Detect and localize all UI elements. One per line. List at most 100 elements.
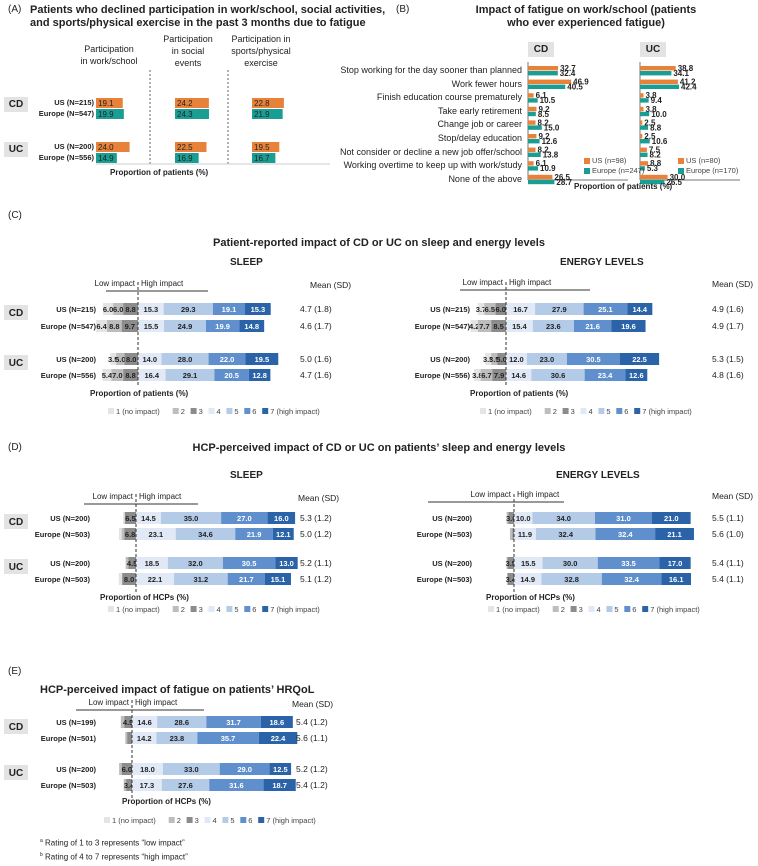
e-high-impact: High impact	[135, 698, 178, 707]
c-sleep-segment	[138, 353, 162, 365]
b-bar	[528, 71, 558, 76]
c-energy-segment-value: 16.7	[513, 305, 528, 314]
e-segment	[162, 763, 220, 775]
b-legend-cd-eu: Europe (n=247)	[578, 166, 644, 175]
b-bar	[640, 166, 645, 171]
c-energy-segment	[480, 369, 493, 381]
b-bar	[528, 152, 541, 157]
c-energy-segment	[583, 303, 628, 315]
b-legend-cd-us: US (n=98)	[578, 156, 626, 165]
c-sleep-legend-label: 2	[181, 407, 185, 416]
panel-b-title-line1: Impact of fatigue on work/school (patien…	[475, 4, 697, 16]
d-sleep-segment-value: 32.0	[188, 559, 203, 568]
c-energy-segment-value: 30.5	[586, 355, 601, 364]
d-sleep-segment-value: 21.9	[247, 530, 262, 539]
e-mean-sd: 5.2 (1.2)	[296, 764, 328, 774]
b-category-label: Not consider or decline a new job offer/…	[340, 146, 522, 157]
e-segment-value: 31.6	[229, 781, 244, 790]
c-energy-segment-value: 30.6	[551, 371, 566, 380]
panel-d-label: (D)	[8, 442, 22, 453]
b-bar-value: 6.1	[536, 91, 548, 100]
c-energy-segment-value: 23.6	[546, 322, 561, 331]
e-segment	[132, 716, 158, 728]
d-energy-segment	[542, 557, 598, 569]
d-sleep-legend-label: 3	[199, 605, 203, 614]
e-row-label: Europe (N=501)	[41, 734, 97, 743]
e-segment	[206, 716, 261, 728]
d-sleep-legend-swatch	[208, 606, 215, 612]
b-bar-value: 3.8	[645, 91, 657, 100]
c-sleep-segment-value: 5.4	[102, 371, 113, 380]
c-sleep-segment-value: 29.1	[183, 371, 198, 380]
c-sleep-segment-value: 22.0	[220, 355, 235, 364]
c-sleep-segment	[116, 353, 125, 365]
b-bar-value: 9.2	[538, 132, 550, 141]
d-sleep-row-label: Europe (N=503)	[35, 575, 91, 584]
c-sleep-segment-value: 6.0	[103, 305, 113, 314]
b-category-label: Change job or career	[437, 119, 522, 130]
e-segment-value: 33.0	[184, 765, 199, 774]
c-sleep-segment-value: 19.1	[222, 305, 237, 314]
c-energy-legend-swatch	[480, 408, 486, 414]
c-sleep-segment	[111, 369, 124, 381]
d-energy-mean-sd: 5.4 (1.1)	[712, 558, 744, 568]
c-sleep-segment-value: 19.9	[215, 322, 230, 331]
c-energy-mean-sd: 4.9 (1.6)	[712, 304, 744, 314]
c-sleep-segment	[123, 303, 138, 315]
c-energy-segment	[477, 320, 492, 332]
c-sleep-legend-swatch	[172, 408, 179, 414]
c-energy-segment-value: 7.9	[494, 371, 504, 380]
a-col3-l2: sports/physical	[231, 46, 291, 56]
e-mean-sd-header: Mean (SD)	[292, 699, 333, 709]
d-sleep-legend-label: 2	[181, 605, 185, 614]
d-energy-high-impact: High impact	[517, 490, 560, 499]
a-bar	[175, 153, 199, 163]
e-segment	[121, 763, 132, 775]
c-sleep-segment	[138, 320, 165, 332]
b-bar	[640, 106, 644, 112]
c-energy-segment-value: 23.0	[540, 355, 555, 364]
e-cd-badge	[4, 719, 28, 734]
c-energy-segment	[619, 353, 660, 365]
d-energy-row-label: US (N=200)	[432, 514, 472, 523]
c-energy-legend-swatch	[562, 408, 569, 414]
b-legend-uc-eu: Europe (n=170)	[672, 166, 738, 175]
c-energy-segment	[492, 369, 506, 381]
e-legend-swatch	[258, 817, 265, 823]
d-energy-row-label: Europe (N=503)	[417, 575, 473, 584]
b-bar	[640, 161, 649, 166]
e-legend-label: 3	[195, 816, 199, 825]
c-sleep-mean-sd: 5.0 (1.6)	[300, 354, 332, 364]
d-sleep-segment-value: 23.1	[149, 530, 164, 539]
d-sleep-xlabel: Proportion of HCPs (%)	[100, 593, 189, 602]
c-sleep-mean-sd: 4.7 (1.6)	[300, 370, 332, 380]
d-sleep-legend-swatch	[226, 606, 233, 612]
c-sleep-segment	[164, 320, 206, 332]
c-sleep-legend-swatch	[108, 408, 114, 414]
d-sleep-segment-value: 30.5	[242, 559, 257, 568]
a-col1-l2: in work/school	[80, 56, 138, 66]
b-bar-value: 2.5	[644, 118, 656, 127]
b-bar	[528, 125, 542, 130]
e-segment-value: 17.3	[140, 781, 155, 790]
e-segment	[156, 732, 198, 744]
c-energy-mean-sd: 4.9 (1.7)	[712, 321, 744, 331]
d-sleep-segment	[222, 557, 276, 569]
c-sleep-segment	[163, 303, 213, 315]
e-row-label: US (N=199)	[56, 718, 96, 727]
b-bar	[640, 111, 650, 117]
a-bar-value: 19.1	[98, 99, 114, 108]
e-legend-label: 6	[248, 816, 252, 825]
e-segment	[120, 716, 125, 728]
footnote-a-text: Rating of 1 to 3 represents “low impact”	[45, 838, 185, 848]
d-energy-segment-value: 3.4	[506, 575, 517, 584]
d-energy-segment	[541, 573, 602, 585]
b-bar	[640, 134, 643, 139]
d-energy-segment	[509, 528, 513, 540]
c-energy-segment-value: 3.5	[483, 355, 493, 364]
d-sleep-segment	[128, 557, 136, 569]
d-sleep-segment	[174, 573, 228, 585]
c-energy-segment-value: 12.0	[509, 355, 524, 364]
e-segment-value: 4.5	[123, 718, 133, 727]
